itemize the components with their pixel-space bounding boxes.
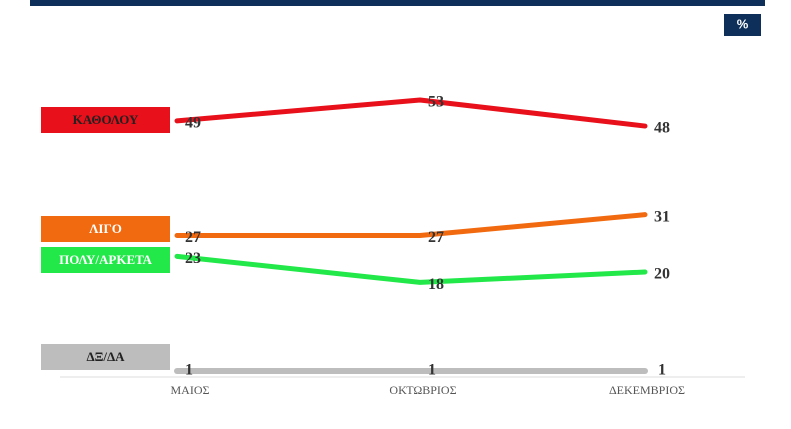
unit-label: % xyxy=(737,16,749,31)
legend-label: ΠΟΛΥ/ΑΡΚΕΤΑ xyxy=(59,252,152,267)
legend-label: ΛΙΓΟ xyxy=(89,221,122,236)
data-label: 1 xyxy=(428,362,436,379)
legend-label: ΚΑΘΟΛΟΥ xyxy=(73,112,139,127)
series-line xyxy=(174,97,648,129)
legend-box xyxy=(41,247,170,273)
data-label: 18 xyxy=(428,276,444,293)
legend-label: ΔΞ/ΔΑ xyxy=(86,349,125,364)
legend-box xyxy=(41,344,170,370)
x-tick-label: ΟΚΤΩΒΡΙΟΣ xyxy=(389,383,456,397)
data-label: 27 xyxy=(428,229,444,246)
legend-box xyxy=(41,107,170,133)
data-label: 20 xyxy=(654,266,670,283)
data-label: 49 xyxy=(185,115,201,132)
data-label: 1 xyxy=(658,362,666,379)
data-label: 48 xyxy=(654,120,670,137)
legend-box xyxy=(41,216,170,242)
x-tick-label: ΔΕΚΕΜΒΡΙΟΣ xyxy=(609,383,685,397)
series-line xyxy=(174,253,648,285)
top-bar xyxy=(30,0,765,6)
series-line xyxy=(174,212,648,238)
unit-badge xyxy=(724,14,761,36)
data-label: 31 xyxy=(654,208,670,225)
x-tick-label: ΜΑΙΟΣ xyxy=(171,383,210,397)
data-label: 1 xyxy=(185,362,193,379)
data-label: 53 xyxy=(428,94,444,111)
data-label: 27 xyxy=(185,229,201,246)
data-label: 23 xyxy=(185,250,201,267)
